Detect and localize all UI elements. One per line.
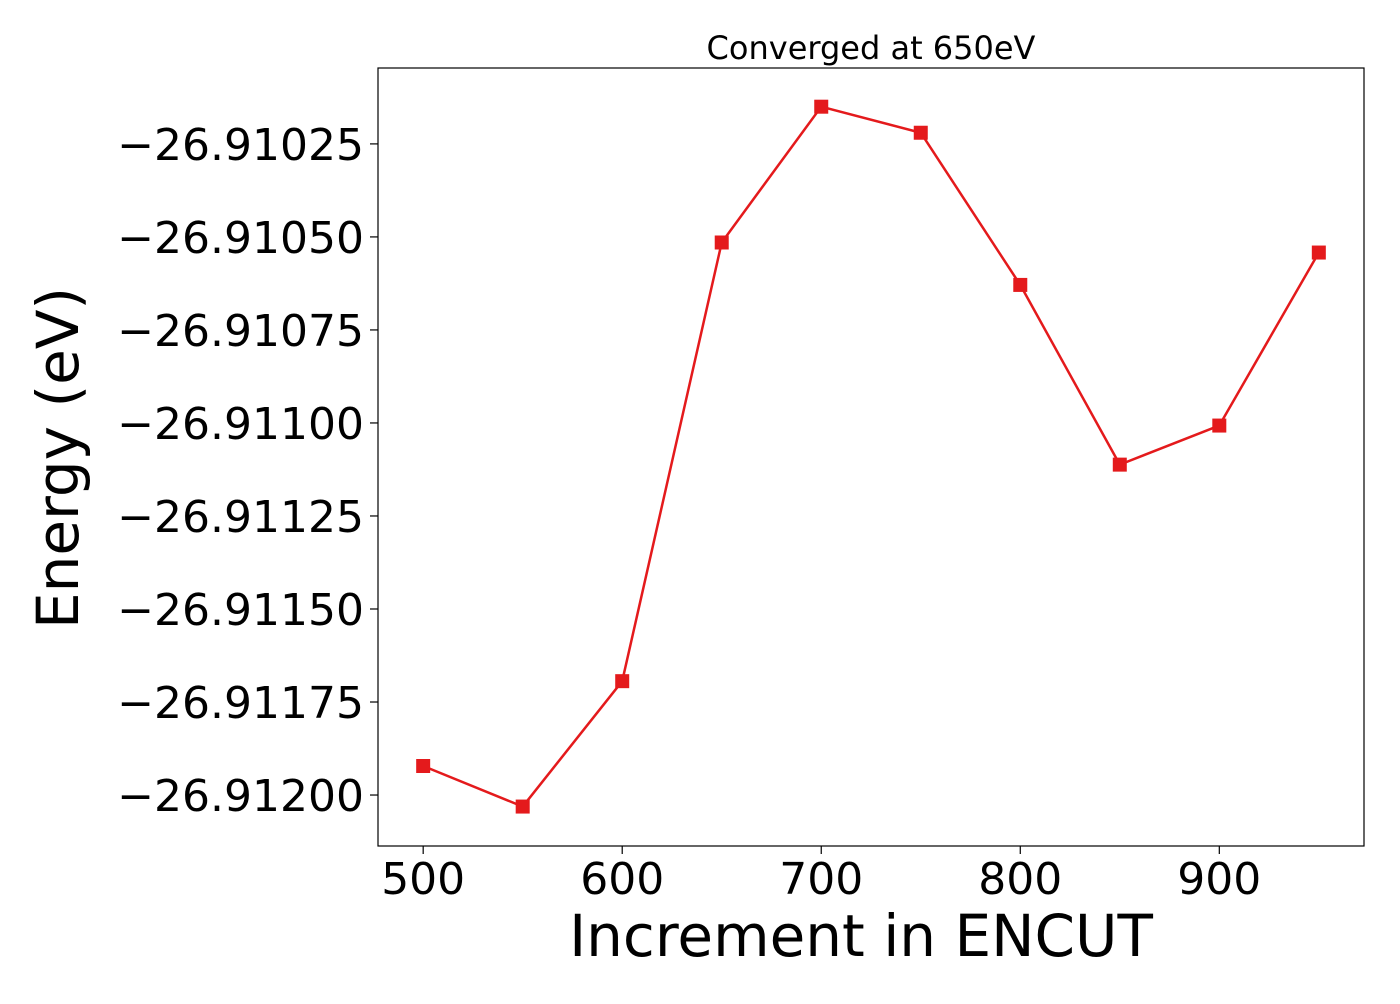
plot-area: [377, 67, 1365, 847]
y-tick-label: −26.91150: [117, 585, 364, 636]
y-tick-label: −26.91200: [117, 771, 364, 822]
x-axis: 500 600 700 800 900: [381, 846, 1261, 905]
data-point-marker: [1311, 245, 1326, 260]
y-tick-label: −26.91025: [117, 120, 364, 171]
y-tick-label: −26.91050: [117, 213, 364, 264]
x-tick-label: 500: [381, 854, 465, 905]
chart-title: Converged at 650eV: [707, 29, 1036, 67]
data-point-marker: [615, 674, 630, 689]
y-axis: −26.91025 −26.91050 −26.91075 −26.91100 −26.…: [117, 120, 378, 822]
series-line: [422, 105, 1320, 808]
data-point-marker: [1212, 418, 1227, 433]
data-point-marker: [714, 235, 729, 250]
y-tick-label: −26.91075: [117, 306, 364, 357]
data-point-marker: [1112, 457, 1127, 472]
data-point-marker: [515, 799, 530, 814]
data-point-marker: [416, 759, 431, 774]
x-axis-label: Increment in ENCUT: [569, 902, 1153, 970]
x-tick-label: 600: [580, 854, 664, 905]
series-layer: [416, 99, 1326, 814]
y-tick-label: −26.91125: [117, 492, 364, 543]
x-tick-label: 700: [779, 854, 863, 905]
y-axis-label: Energy (eV): [24, 287, 92, 629]
y-tick-label: −26.91175: [117, 678, 364, 729]
y-tick-label: −26.91100: [117, 399, 364, 450]
x-tick-label: 800: [978, 854, 1062, 905]
data-point-marker: [1013, 277, 1028, 292]
data-point-marker: [913, 125, 928, 140]
x-tick-label: 900: [1177, 854, 1261, 905]
data-point-marker: [814, 99, 829, 114]
plot-frame: [377, 67, 1365, 847]
